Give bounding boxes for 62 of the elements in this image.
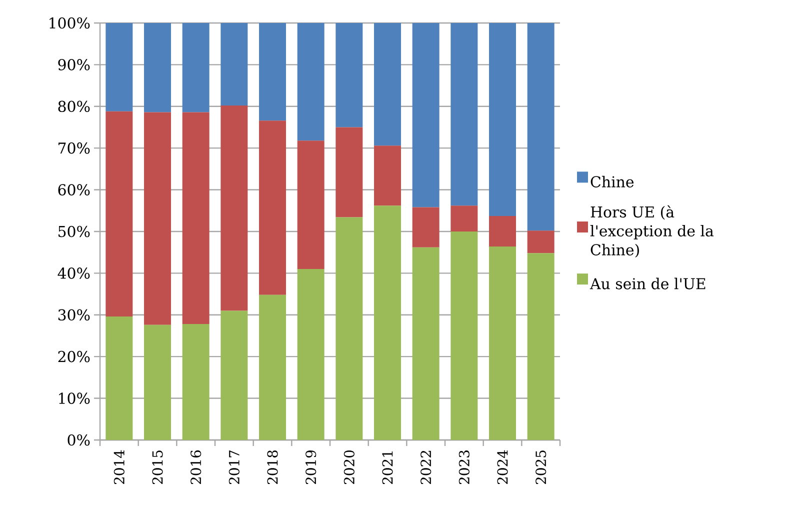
bar <box>412 247 440 440</box>
bar <box>106 22 133 112</box>
y-tick-label: 70% <box>58 142 90 154</box>
bar <box>336 22 363 128</box>
y-tick-label: 40% <box>58 268 90 279</box>
bar <box>412 207 440 248</box>
bar <box>259 22 286 121</box>
bar <box>106 316 133 440</box>
bar <box>182 112 210 324</box>
y-tick-label: 30% <box>58 309 90 321</box>
y-tick-label: 60% <box>58 184 90 196</box>
bar <box>297 269 324 440</box>
legend-label: Chine <box>590 176 634 188</box>
bar <box>450 231 478 440</box>
bar <box>220 106 248 311</box>
x-tick-label: 2014 <box>114 450 124 484</box>
x-tick-label: 2018 <box>267 450 278 484</box>
bar <box>374 22 402 146</box>
bar <box>489 22 516 216</box>
bar <box>450 22 478 206</box>
bar <box>527 230 554 254</box>
x-tick-label: 2025 <box>536 450 546 484</box>
bar <box>527 22 554 231</box>
x-tick-label: 2021 <box>382 452 393 484</box>
x-tick-label: 2017 <box>228 450 240 484</box>
x-tick-label: 2016 <box>190 450 202 484</box>
bar <box>144 22 172 112</box>
bar <box>297 22 324 141</box>
bar <box>450 206 478 232</box>
legend-label: Hors UE (à l'exception de la Chine) <box>590 205 714 258</box>
bar <box>527 253 554 440</box>
bar <box>220 22 248 106</box>
bar <box>374 206 402 440</box>
x-tick-label: 2015 <box>152 450 163 484</box>
y-tick-label: 0% <box>68 434 90 446</box>
bar <box>182 22 210 112</box>
bar <box>220 310 248 440</box>
x-tick-label: 2024 <box>497 450 508 484</box>
bar <box>336 127 363 218</box>
y-tick-label: 80% <box>58 100 90 112</box>
bar <box>374 146 402 206</box>
x-tick-label: 2020 <box>344 450 354 484</box>
x-tick-label: 2023 <box>458 450 470 484</box>
bar <box>106 111 133 317</box>
bar <box>144 112 172 325</box>
bar <box>489 216 516 246</box>
x-tick-label: 2022 <box>420 450 432 484</box>
y-tick-label: 50% <box>58 226 90 238</box>
bar <box>489 246 516 440</box>
bar <box>259 294 286 440</box>
x-tick-label: 2019 <box>306 450 316 484</box>
bar <box>144 324 172 440</box>
bar <box>259 120 286 295</box>
y-tick-label: 20% <box>58 350 90 362</box>
bar <box>336 217 363 440</box>
bar <box>182 324 210 440</box>
y-tick-label: 90% <box>58 59 90 70</box>
y-tick-label: 10% <box>59 392 90 404</box>
legend-label: Au sein de l'UE <box>590 278 706 290</box>
y-tick-label: 100% <box>50 17 90 29</box>
bar <box>412 22 440 208</box>
bar <box>297 140 324 270</box>
